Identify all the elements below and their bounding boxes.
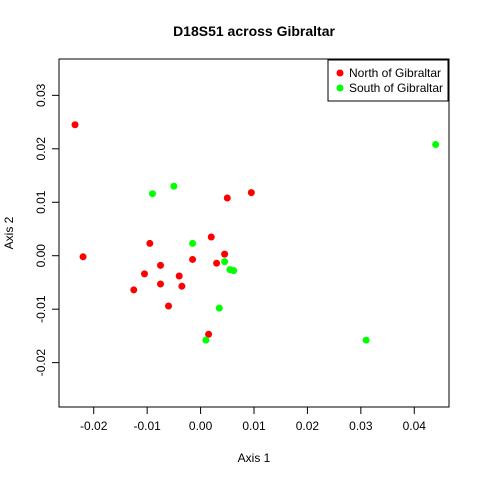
point-south: [170, 182, 178, 190]
point-south: [215, 304, 223, 312]
legend-label-north: North of Gibraltar: [349, 66, 441, 80]
data-points: [71, 121, 440, 344]
y-tick-label: 0.01: [34, 190, 48, 214]
point-north: [207, 233, 215, 241]
legend-marker-north: [336, 69, 344, 77]
plot-frame: [58, 58, 450, 408]
x-tick-label: 0.01: [242, 419, 266, 433]
point-north: [71, 121, 79, 129]
x-tick-label: 0.04: [403, 419, 427, 433]
chart-title: D18S51 across Gibraltar: [173, 23, 335, 39]
legend-marker-south: [336, 84, 344, 92]
point-south: [202, 336, 210, 344]
x-tick-label: -0.02: [80, 419, 108, 433]
point-north: [175, 272, 183, 280]
point-north: [157, 280, 165, 288]
point-south: [230, 267, 238, 275]
x-tick-label: 0.03: [349, 419, 373, 433]
y-axis-label: Axis 2: [2, 216, 16, 249]
point-south: [148, 190, 156, 198]
point-north: [205, 330, 213, 338]
legend-box: [327, 59, 449, 102]
point-north: [213, 259, 221, 267]
x-tick-label: 0.02: [296, 419, 320, 433]
point-north: [130, 286, 138, 294]
point-north: [165, 302, 173, 310]
legend-label-south: South of Gibraltar: [349, 81, 443, 95]
point-north: [157, 261, 165, 269]
x-axis: -0.02 -0.01 0.00 0.01 0.02 0.03 0.04: [80, 406, 427, 433]
x-tick-label: -0.01: [133, 419, 161, 433]
point-south: [221, 258, 229, 266]
point-north: [221, 250, 229, 258]
point-south: [189, 239, 197, 247]
y-tick-label: 0.02: [34, 137, 48, 161]
point-north: [146, 239, 154, 247]
point-north: [178, 282, 186, 290]
y-tick-label: -0.01: [34, 295, 48, 323]
point-north: [247, 189, 255, 197]
y-axis: -0.02 -0.01 0.00 0.01 0.02 0.03: [34, 83, 60, 377]
point-north: [140, 270, 148, 278]
point-north: [189, 255, 197, 263]
y-tick-label: 0.03: [34, 83, 48, 107]
point-north: [79, 253, 87, 261]
x-tick-label: 0.00: [189, 419, 213, 433]
point-north: [223, 194, 231, 202]
point-south: [432, 141, 440, 149]
y-tick-label: 0.00: [34, 244, 48, 268]
legend: North of Gibraltar South of Gibraltar: [327, 59, 449, 102]
y-tick-label: -0.02: [34, 349, 48, 377]
x-axis-label: Axis 1: [238, 451, 271, 465]
point-south: [362, 336, 370, 344]
